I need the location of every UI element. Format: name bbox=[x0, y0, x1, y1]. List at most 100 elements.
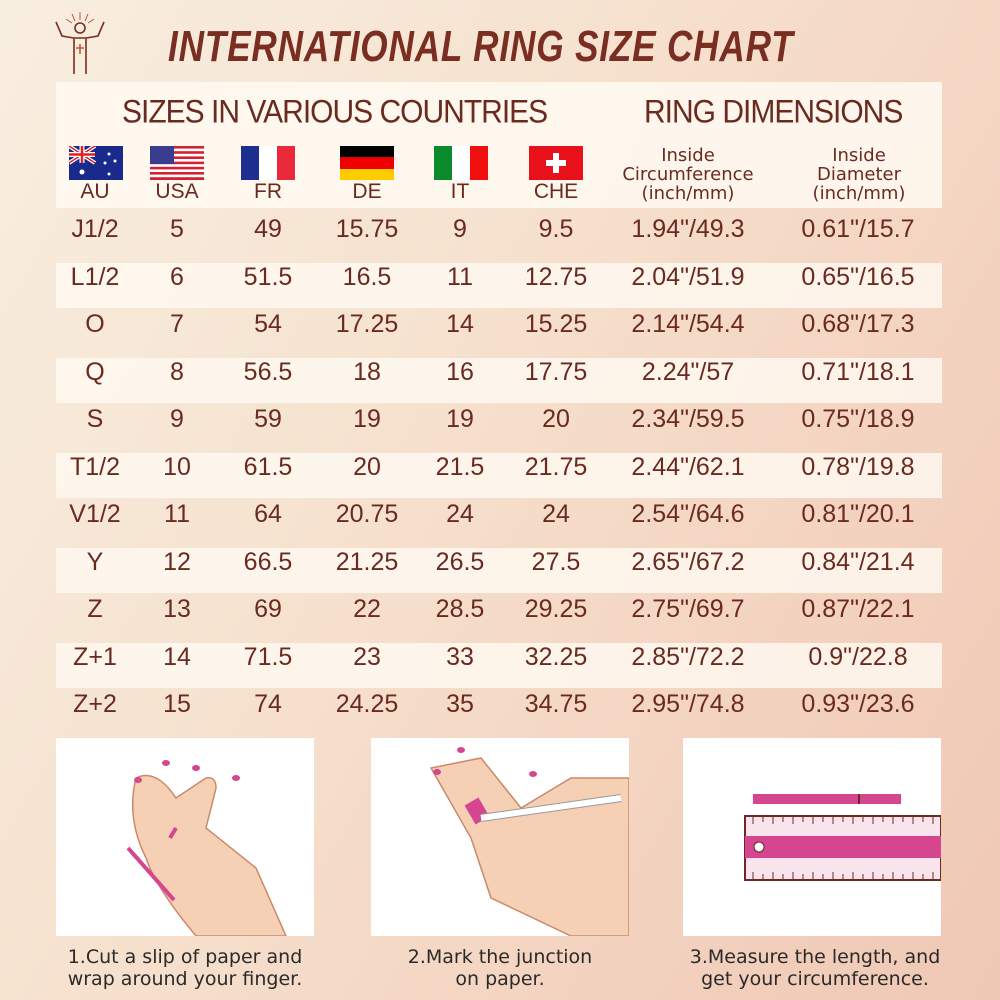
page-title: INTERNATIONAL RING SIZE CHART bbox=[168, 22, 794, 71]
germany-flag-icon bbox=[340, 146, 394, 180]
de-size-cell: 18 bbox=[353, 357, 381, 386]
table-row: Z+1 14 71.5 23 33 32.25 2.85"/72.2 0.9"/22.8 bbox=[56, 642, 942, 688]
sizes-heading: SIZES IN VARIOUS COUNTRIES bbox=[122, 94, 548, 131]
inside-circumference-cell: 1.94"/49.3 bbox=[631, 215, 745, 243]
inside-circumference-cell: 2.65"/67.2 bbox=[631, 547, 745, 576]
table-header bbox=[56, 82, 942, 208]
it-size-cell: 11 bbox=[447, 262, 473, 291]
country-code: CHE bbox=[533, 180, 579, 203]
fr-size-cell: 54 bbox=[254, 310, 282, 338]
fr-size-cell: 51.5 bbox=[243, 262, 293, 291]
che-size-cell: 12.75 bbox=[524, 262, 588, 291]
step-1-caption: 1.Cut a slip of paper and wrap around you… bbox=[67, 946, 303, 990]
table-row: V1/2 11 64 20.75 24 24 2.54"/64.6 0.81"/20.1 bbox=[56, 500, 942, 545]
it-size-cell: 16 bbox=[446, 357, 474, 386]
de-size-cell: 19 bbox=[353, 405, 381, 433]
it-size-cell: 24 bbox=[446, 500, 474, 528]
country-code: USA bbox=[155, 180, 199, 203]
usa-size-cell: 8 bbox=[170, 357, 184, 386]
au-size-cell: L1/2 bbox=[70, 262, 120, 291]
it-size-cell: 35 bbox=[446, 690, 474, 718]
country-code: DE bbox=[352, 180, 382, 203]
inside-circumference-cell: 2.95"/74.8 bbox=[631, 690, 745, 718]
che-size-cell: 32.25 bbox=[524, 642, 588, 671]
table-row: Z 13 69 22 28.5 29.25 2.75"/69.7 0.87"/22.1 bbox=[56, 595, 942, 640]
usa-flag-icon bbox=[150, 146, 204, 180]
au-size-cell: J1/2 bbox=[71, 215, 119, 243]
de-size-cell: 24.25 bbox=[335, 690, 399, 718]
inside-diameter-cell: 0.93"/23.6 bbox=[801, 690, 915, 718]
usa-size-cell: 5 bbox=[170, 215, 184, 243]
inside-diameter-cell: 0.78"/19.8 bbox=[801, 452, 915, 481]
usa-size-cell: 14 bbox=[163, 642, 191, 671]
table-row: Q 8 56.5 18 16 17.75 2.24"/57 0.71"/18.1 bbox=[56, 357, 942, 403]
che-size-cell: 34.75 bbox=[524, 690, 588, 718]
au-size-cell: Z+1 bbox=[73, 642, 117, 671]
it-size-cell: 9 bbox=[453, 215, 467, 243]
inside-diameter-cell: 0.87"/22.1 bbox=[801, 595, 915, 623]
inside-circumference-cell: 2.34"/59.5 bbox=[631, 405, 745, 433]
usa-size-cell: 6 bbox=[170, 262, 184, 291]
usa-size-cell: 9 bbox=[170, 405, 184, 433]
italy-flag-icon bbox=[434, 146, 488, 180]
inside-diameter-cell: 0.61"/15.7 bbox=[801, 215, 915, 243]
inside-diameter-cell: 0.68"/17.3 bbox=[801, 310, 915, 338]
de-size-cell: 20.75 bbox=[335, 500, 399, 528]
usa-size-cell: 15 bbox=[163, 690, 191, 718]
step-2-caption: 2.Mark the junction on paper. bbox=[407, 946, 593, 990]
country-code: IT bbox=[450, 180, 470, 203]
che-size-cell: 24 bbox=[542, 500, 570, 528]
it-size-cell: 28.5 bbox=[435, 595, 485, 623]
au-size-cell: Q bbox=[85, 357, 105, 386]
fr-size-cell: 56.5 bbox=[243, 357, 293, 386]
de-size-cell: 22 bbox=[353, 595, 381, 623]
table-row: T1/2 10 61.5 20 21.5 21.75 2.44"/62.1 0.78"/19.… bbox=[56, 452, 942, 498]
inside-circumference-cell: 2.24"/57 bbox=[641, 357, 735, 386]
inside-diameter-cell: 0.84"/21.4 bbox=[801, 547, 915, 576]
usa-size-cell: 11 bbox=[164, 500, 190, 528]
france-flag-icon bbox=[241, 146, 295, 180]
au-size-cell: T1/2 bbox=[69, 452, 121, 481]
che-size-cell: 17.75 bbox=[524, 357, 588, 386]
che-size-cell: 29.25 bbox=[524, 595, 588, 623]
fr-size-cell: 69 bbox=[254, 595, 282, 623]
inside-diameter-cell: 0.75"/18.9 bbox=[801, 405, 915, 433]
dimensions-heading: RING DIMENSIONS bbox=[644, 94, 903, 131]
inside-circumference-cell: 2.54"/64.6 bbox=[631, 500, 745, 528]
fr-size-cell: 49 bbox=[254, 215, 282, 243]
table-row: Y 12 66.5 21.25 26.5 27.5 2.65"/67.2 0.84"/21.4 bbox=[56, 547, 942, 593]
it-size-cell: 26.5 bbox=[435, 547, 485, 576]
table-row: L1/2 6 51.5 16.5 11 12.75 2.04"/51.9 0.65"/16.5 bbox=[56, 262, 942, 308]
fr-size-cell: 71.5 bbox=[243, 642, 293, 671]
au-size-cell: V1/2 bbox=[69, 500, 121, 528]
de-size-cell: 15.75 bbox=[335, 215, 399, 243]
inside-diameter-cell: 0.65"/16.5 bbox=[801, 262, 915, 291]
country-code: AU bbox=[80, 180, 110, 203]
au-size-cell: O bbox=[85, 310, 105, 338]
de-size-cell: 16.5 bbox=[342, 262, 392, 291]
table-row: O 7 54 17.25 14 15.25 2.14"/54.4 0.68"/17.3 bbox=[56, 310, 942, 355]
au-size-cell: Z+2 bbox=[73, 690, 117, 718]
table-row: S 9 59 19 19 20 2.34"/59.5 0.75"/18.9 bbox=[56, 405, 942, 450]
de-size-cell: 17.25 bbox=[335, 310, 399, 338]
de-size-cell: 23 bbox=[353, 642, 381, 671]
che-size-cell: 27.5 bbox=[531, 547, 581, 576]
it-size-cell: 21.5 bbox=[435, 452, 485, 481]
usa-size-cell: 7 bbox=[170, 310, 184, 338]
inside-diameter-cell: 0.9"/22.8 bbox=[808, 642, 908, 671]
fr-size-cell: 59 bbox=[254, 405, 282, 433]
it-size-cell: 33 bbox=[446, 642, 474, 671]
circumference-header: Inside Circumference (inch/mm) bbox=[622, 145, 754, 204]
step-3-caption: 3.Measure the length, and get your circum… bbox=[689, 946, 941, 990]
au-size-cell: S bbox=[86, 405, 104, 433]
christ-figure-logo bbox=[55, 12, 105, 74]
switzerland-flag-icon bbox=[529, 146, 583, 180]
table-row: J1/2 5 49 15.75 9 9.5 1.94"/49.3 0.61"/15.7 bbox=[56, 215, 942, 260]
fr-size-cell: 64 bbox=[254, 500, 282, 528]
inside-circumference-cell: 2.04"/51.9 bbox=[631, 262, 745, 291]
australia-flag-icon bbox=[69, 146, 123, 180]
au-size-cell: Z bbox=[87, 595, 103, 623]
step-3-illustration bbox=[683, 738, 942, 936]
country-code: FR bbox=[254, 180, 282, 203]
fr-size-cell: 66.5 bbox=[243, 547, 293, 576]
